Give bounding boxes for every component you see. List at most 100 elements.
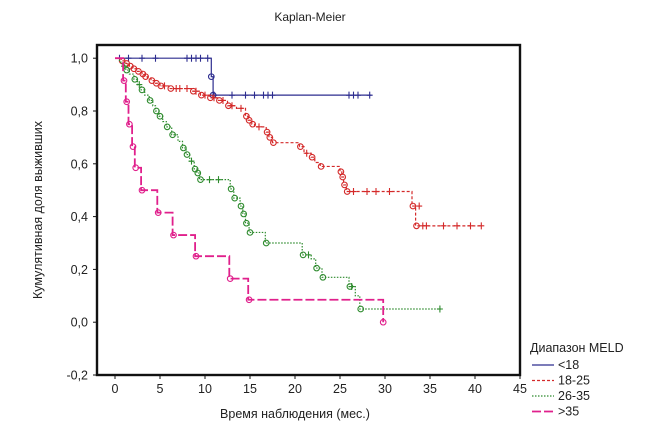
censored-marker [269, 91, 276, 99]
x-tick-label: 0 [112, 382, 119, 396]
censored-marker [206, 176, 213, 184]
censored-marker [188, 157, 195, 165]
event-marker [270, 139, 277, 147]
event-marker [379, 318, 387, 326]
event-marker [207, 73, 215, 81]
event-marker [319, 273, 327, 281]
event-marker [197, 176, 204, 183]
censored-marker [125, 54, 132, 62]
censored-marker [364, 188, 370, 196]
y-axis-ticks: -0,2 0,0 0,2 0,4 0,6 0,8 1,0 [66, 52, 97, 383]
censored-marker [251, 91, 258, 99]
event-marker [194, 169, 202, 177]
event-marker [146, 97, 154, 104]
event-marker [343, 188, 351, 195]
event-marker [313, 264, 320, 272]
censored-marker [220, 96, 226, 104]
event-marker [245, 116, 253, 124]
event-marker [245, 296, 253, 304]
series-line [115, 57, 385, 323]
censored-marker [161, 82, 168, 90]
censored-marker [204, 54, 211, 62]
event-marker [156, 112, 164, 120]
event-marker [243, 219, 250, 227]
x-tick-label: 35 [423, 382, 437, 396]
event-marker [262, 239, 270, 247]
censored-marker [202, 91, 208, 99]
event-marker [170, 231, 177, 239]
x-tick-label: 45 [513, 382, 527, 396]
censored-marker [211, 94, 217, 102]
censored-marker [176, 85, 183, 93]
censored-marker [355, 91, 361, 99]
event-marker [142, 73, 149, 81]
event-marker [138, 86, 146, 94]
censored-marker [386, 188, 393, 196]
event-marker [183, 151, 191, 158]
event-marker [132, 164, 140, 172]
event-marker [180, 144, 187, 152]
plot-area [95, 43, 522, 377]
censored-marker [350, 188, 357, 196]
censored-marker [467, 222, 474, 230]
event-marker [339, 173, 347, 181]
censored-marker [184, 85, 190, 93]
event-marker [297, 143, 304, 150]
x-tick-label: 40 [468, 382, 482, 396]
series-layer [115, 54, 485, 326]
legend-label: <18 [558, 358, 579, 372]
y-tick-label: 0,0 [71, 316, 88, 330]
x-tick-label: 5 [157, 382, 164, 396]
event-marker [138, 186, 146, 194]
x-axis-ticks: 0 5 10 15 20 25 30 35 40 45 [112, 375, 527, 396]
y-tick-label: 0,8 [71, 105, 88, 119]
censored-marker [136, 81, 143, 89]
censored-marker [215, 176, 222, 184]
x-axis-label: Время наблюдения (мес.) [220, 407, 370, 421]
legend-label: 18-25 [558, 374, 590, 388]
censored-marker [454, 222, 460, 230]
censored-marker [366, 91, 373, 99]
censored-marker [197, 54, 204, 62]
event-marker [120, 77, 128, 84]
censored-marker [416, 202, 423, 210]
chart-title: Kaplan-Meier [274, 10, 345, 24]
y-tick-label: 1,0 [71, 52, 88, 66]
x-tick-label: 20 [288, 382, 302, 396]
legend-label: >35 [558, 405, 579, 419]
censored-marker [256, 123, 262, 131]
event-marker [192, 252, 200, 260]
event-marker [409, 202, 417, 210]
x-tick-label: 30 [378, 382, 392, 396]
plot-frame [95, 43, 522, 377]
censored-marker [139, 54, 145, 62]
event-marker [227, 185, 235, 193]
x-tick-label: 25 [333, 382, 347, 396]
event-marker [154, 209, 162, 216]
censored-marker [373, 188, 379, 196]
series-2 [115, 57, 485, 230]
censored-marker [238, 104, 244, 112]
censored-marker [303, 149, 310, 157]
event-marker [129, 143, 137, 150]
event-marker [317, 163, 325, 170]
censored-marker [305, 251, 312, 259]
event-marker [131, 75, 139, 83]
event-marker [237, 202, 245, 210]
censored-marker [478, 222, 485, 230]
censored-marker [436, 305, 443, 313]
censored-marker [152, 54, 159, 62]
y-tick-label: -0,2 [66, 369, 88, 383]
censored-marker [348, 283, 355, 291]
event-marker [123, 98, 131, 106]
event-marker [263, 128, 271, 136]
censored-marker [229, 102, 235, 110]
censored-marker [229, 91, 235, 99]
event-marker [169, 131, 176, 139]
event-marker [226, 275, 234, 282]
x-tick-label: 10 [198, 382, 212, 396]
event-marker [308, 153, 316, 161]
